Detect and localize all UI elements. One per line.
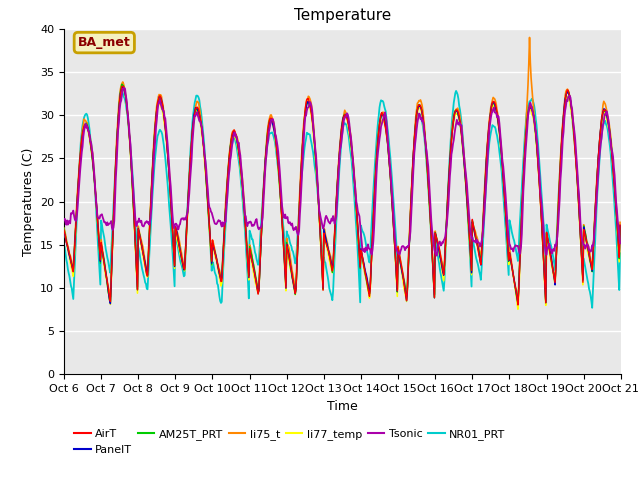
Y-axis label: Temperatures (C): Temperatures (C) <box>22 147 35 256</box>
Title: Temperature: Temperature <box>294 9 391 24</box>
Legend: AirT, PanelT, AM25T_PRT, li75_t, li77_temp, Tsonic, NR01_PRT: AirT, PanelT, AM25T_PRT, li75_t, li77_te… <box>70 425 510 459</box>
X-axis label: Time: Time <box>327 400 358 413</box>
Text: BA_met: BA_met <box>78 36 131 49</box>
